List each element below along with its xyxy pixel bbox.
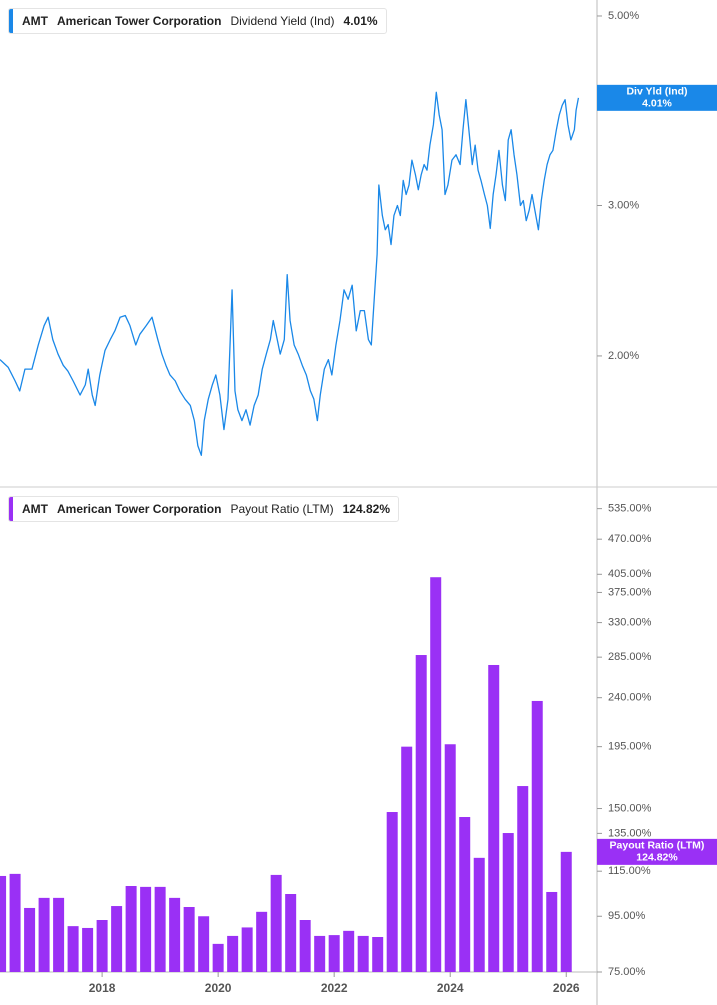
line-series <box>0 91 580 456</box>
bar <box>560 851 572 972</box>
y-tick-label: 135.00% <box>608 827 652 839</box>
x-tick-label: 2018 <box>89 981 116 995</box>
company: American Tower Corporation <box>57 14 222 28</box>
badge-value: 124.82% <box>636 852 678 864</box>
value-badge <box>597 838 717 865</box>
bar <box>517 786 529 972</box>
plot-area <box>0 91 580 456</box>
series-name: Payout Ratio (LTM) <box>230 502 334 516</box>
series-name: Dividend Yield (Ind) <box>230 14 335 28</box>
bar <box>270 874 282 972</box>
y-tick-label: 5.00% <box>608 10 639 22</box>
bar <box>401 746 413 972</box>
y-tick-label: 285.00% <box>608 651 652 663</box>
bar <box>328 935 340 972</box>
x-tick-label: 2020 <box>205 981 232 995</box>
bar <box>502 833 514 972</box>
bar <box>415 655 427 972</box>
bar <box>82 927 94 972</box>
legend: AMT American Tower Corporation Dividend … <box>8 8 387 34</box>
bar <box>546 891 558 972</box>
bar <box>430 577 442 972</box>
badge-label: Div Yld (Ind) <box>626 86 687 98</box>
y-tick-label: 330.00% <box>608 616 652 628</box>
bar <box>227 935 239 972</box>
bar <box>343 930 355 972</box>
y-tick-label: 2.00% <box>608 350 639 362</box>
bar <box>299 920 311 972</box>
y-tick-label: 470.00% <box>608 533 652 545</box>
legend-value: 124.82% <box>342 502 390 516</box>
bar <box>154 886 166 972</box>
badge-value: 4.01% <box>642 98 672 110</box>
x-tick-label: 2026 <box>553 981 580 995</box>
badge-label: Payout Ratio (LTM) <box>610 840 705 852</box>
y-tick-label: 535.00% <box>608 503 652 515</box>
bar <box>198 916 210 972</box>
legend-swatch <box>9 497 13 521</box>
bar <box>24 907 36 972</box>
bar <box>140 886 152 972</box>
bar <box>372 936 384 972</box>
value-badge <box>597 84 717 111</box>
bar <box>241 927 253 972</box>
y-tick-label: 95.00% <box>608 910 646 922</box>
legend-value: 4.01% <box>343 14 378 28</box>
legend-swatch <box>9 9 13 33</box>
bar <box>212 943 224 972</box>
y-tick-label: 75.00% <box>608 966 646 978</box>
ticker: AMT <box>22 502 48 516</box>
y-tick-label: 240.00% <box>608 692 652 704</box>
bar <box>111 906 123 972</box>
bar <box>386 812 398 972</box>
y-tick-label: 375.00% <box>608 586 652 598</box>
bar <box>444 744 456 972</box>
bar <box>125 886 137 972</box>
bar <box>459 817 471 972</box>
plot-area <box>0 577 572 972</box>
bar <box>9 873 21 972</box>
x-tick-label: 2022 <box>321 981 348 995</box>
bar <box>314 935 326 972</box>
bar <box>488 664 500 972</box>
bar <box>531 700 543 972</box>
y-tick-label: 405.00% <box>608 568 652 580</box>
bar <box>285 894 297 972</box>
bar <box>357 935 369 972</box>
bar <box>0 875 7 972</box>
bar <box>473 857 485 972</box>
bar <box>38 897 50 972</box>
y-tick-label: 195.00% <box>608 741 652 753</box>
y-tick-label: 115.00% <box>608 865 651 877</box>
company: American Tower Corporation <box>57 502 222 516</box>
bar <box>96 920 108 972</box>
ticker: AMT <box>22 14 48 28</box>
bar <box>183 907 195 972</box>
y-tick-label: 150.00% <box>608 802 652 814</box>
bar <box>169 897 181 972</box>
bar <box>67 926 79 972</box>
x-tick-label: 2024 <box>437 981 464 995</box>
legend: AMT American Tower Corporation Payout Ra… <box>8 496 399 522</box>
bar <box>53 897 65 972</box>
bar <box>256 911 268 972</box>
y-tick-label: 3.00% <box>608 199 639 211</box>
